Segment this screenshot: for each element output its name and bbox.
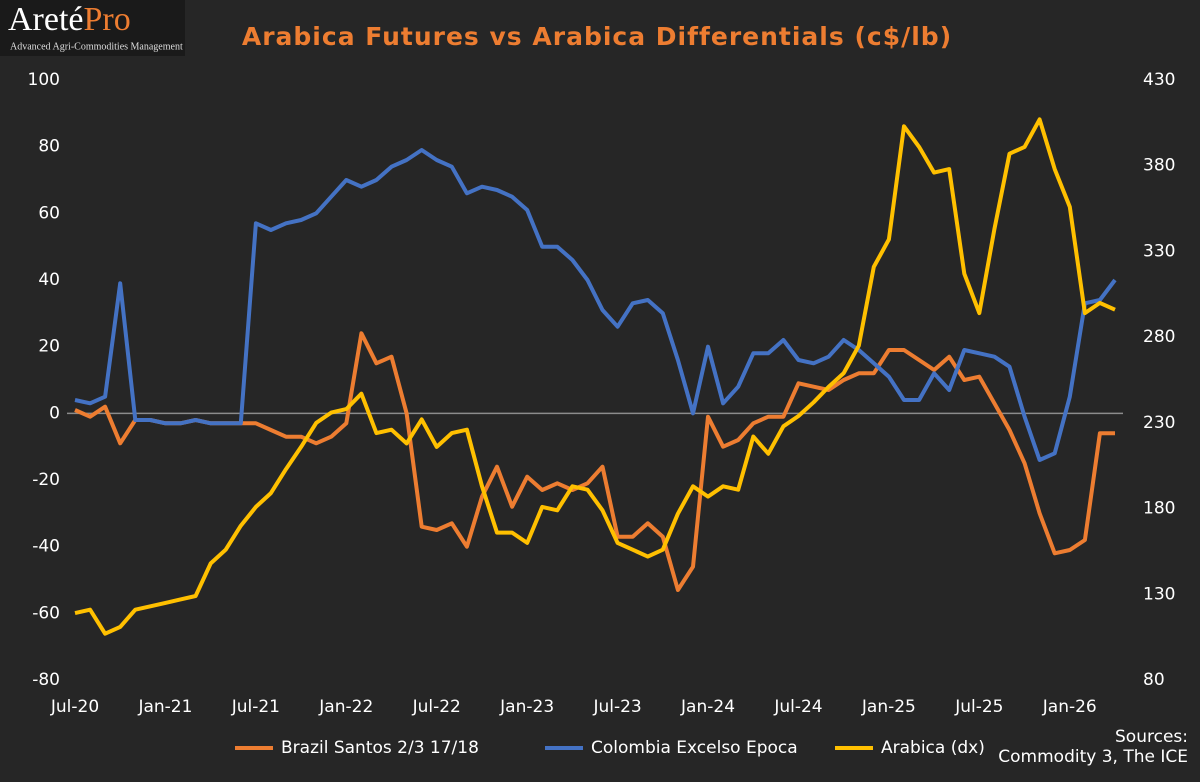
y2-tick-label: 330 [1143, 241, 1175, 261]
x-tick-label: Jul-20 [50, 697, 99, 717]
x-tick-label: Jan-26 [1042, 697, 1097, 717]
y-tick-label: 20 [38, 337, 60, 357]
sources: Sources: [1115, 727, 1188, 747]
y2-tick-label: 180 [1143, 499, 1175, 519]
legend-label: Colombia Excelso Epoca [591, 738, 798, 758]
y-tick-label: 80 [38, 137, 60, 157]
x-tick-label: Jul-21 [231, 697, 280, 717]
x-tick-label: Jul-25 [954, 697, 1003, 717]
x-tick-label: Jan-21 [137, 697, 192, 717]
y2-tick-label: 230 [1143, 413, 1175, 433]
y-tick-label: 40 [38, 270, 60, 290]
logo-name-2: Pro [84, 1, 131, 38]
y2-tick-label: 280 [1143, 327, 1175, 347]
x-tick-label: Jan-23 [499, 697, 554, 717]
legend-label: Brazil Santos 2/3 17/18 [281, 738, 479, 758]
y2-tick-label: 430 [1143, 70, 1175, 90]
x-tick-label: Jul-23 [592, 697, 641, 717]
logo-name: AretéPro [8, 1, 131, 38]
x-tick-label: Jul-24 [773, 697, 822, 717]
sources: Commodity 3, The ICE [998, 747, 1188, 767]
y2-tick-label: 380 [1143, 156, 1175, 176]
x-tick-label: Jan-22 [318, 697, 373, 717]
y-tick-label: -80 [32, 670, 60, 690]
logo-tagline: Advanced Agri-Commodities Management [10, 41, 183, 52]
y-tick-label: 0 [49, 403, 60, 423]
chart-title: Arabica Futures vs Arabica Differentials… [242, 22, 952, 51]
y2-tick-label: 130 [1143, 584, 1175, 604]
x-tick-label: Jan-25 [861, 697, 916, 717]
y-tick-label: 100 [28, 70, 60, 90]
legend-label: Arabica (dx) [881, 738, 985, 758]
y-tick-label: -20 [32, 470, 60, 490]
series-line [74, 148, 1117, 462]
series-line [74, 117, 1116, 636]
series-line [74, 331, 1115, 592]
x-tick-label: Jul-22 [412, 697, 461, 717]
logo-box [0, 0, 185, 56]
y-tick-label: 60 [38, 203, 60, 223]
y-tick-label: -60 [32, 603, 60, 623]
y2-tick-label: 80 [1143, 670, 1165, 690]
x-tick-label: Jan-24 [680, 697, 735, 717]
logo-name-1: Areté [8, 1, 84, 38]
y-tick-label: -40 [32, 537, 60, 557]
